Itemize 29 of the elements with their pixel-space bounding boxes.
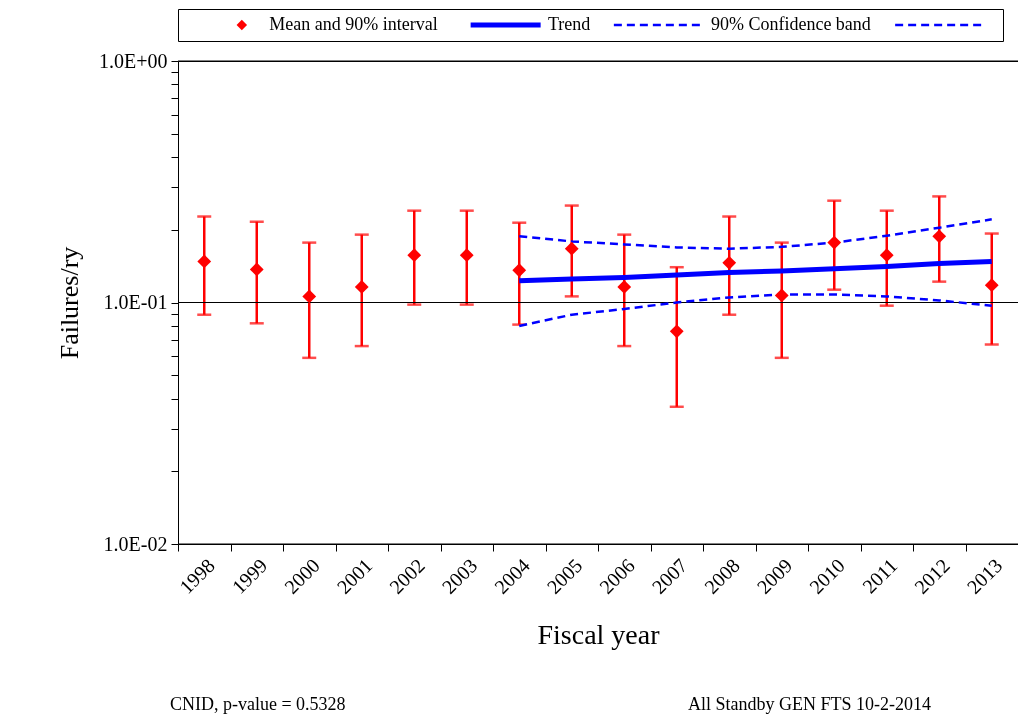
y-tick-label: 1.0E-01 bbox=[103, 291, 168, 313]
point bbox=[197, 254, 212, 269]
text: All Standby GEN FTS 10-2-2014 bbox=[688, 694, 931, 715]
legend-label: Trend bbox=[547, 14, 591, 34]
point bbox=[617, 280, 632, 294]
point bbox=[354, 280, 369, 294]
point bbox=[774, 288, 789, 303]
point bbox=[984, 278, 999, 293]
point bbox=[932, 229, 947, 244]
point bbox=[302, 289, 317, 304]
point bbox=[249, 262, 264, 277]
text: CNID, p-value = 0.5328 bbox=[170, 694, 346, 715]
x-axis-title: Fiscal year bbox=[537, 618, 661, 650]
x-tick-label: 1999 bbox=[227, 554, 272, 598]
x-tick-label: 1998 bbox=[175, 554, 219, 598]
y-tick-label: 1.0E-02 bbox=[103, 532, 168, 555]
y-tick-label: 1.0E+00 bbox=[99, 49, 168, 72]
y-axis-title: Failures/ry bbox=[55, 246, 84, 360]
legend-label: 90% Confidence band bbox=[710, 14, 871, 34]
point bbox=[459, 248, 474, 263]
point bbox=[722, 255, 737, 270]
point bbox=[512, 263, 527, 278]
point bbox=[564, 241, 579, 256]
point bbox=[827, 235, 842, 250]
point bbox=[407, 248, 422, 263]
point bbox=[669, 324, 684, 339]
point bbox=[879, 248, 894, 263]
x-tick-label: 2011 bbox=[858, 554, 902, 598]
legend-label: Mean and 90% interval bbox=[269, 14, 438, 34]
